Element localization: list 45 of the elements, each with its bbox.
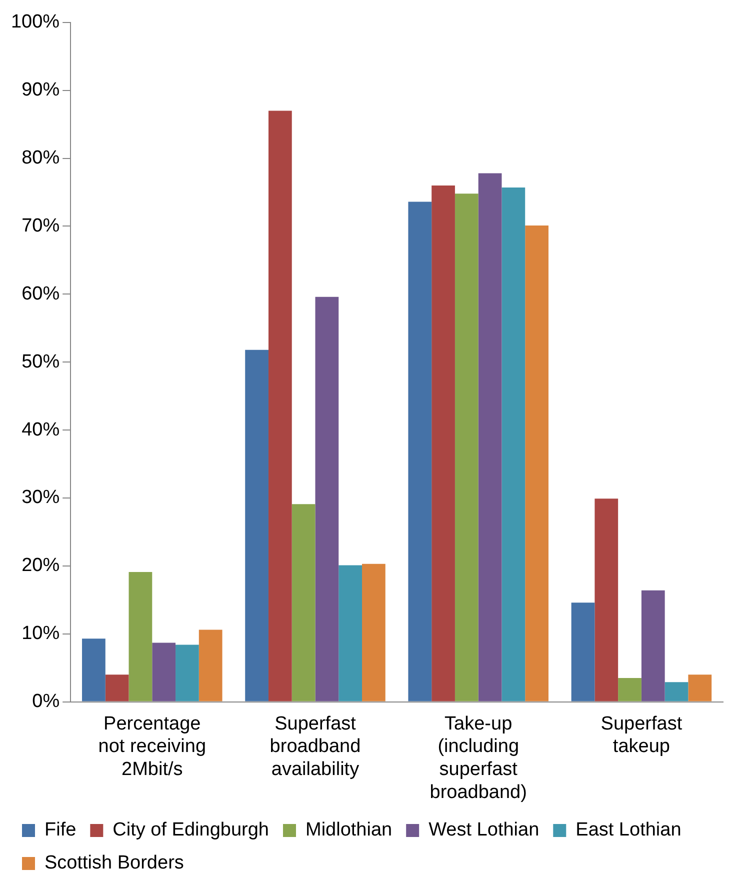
x-tick-label: Percentage not receiving 2Mbit/s: [98, 713, 206, 780]
bar: [408, 202, 432, 702]
bar: [454, 194, 478, 702]
y-tick-label: 30%: [22, 487, 60, 508]
bar: [502, 187, 526, 702]
y-tick-label: 60%: [22, 283, 60, 304]
legend-label: West Lothian: [428, 820, 540, 841]
y-tick-label: 70%: [22, 215, 60, 236]
x-tick-label: Take-up (including superfast broadband): [430, 713, 527, 803]
bar: [105, 674, 129, 702]
bar: [268, 110, 292, 702]
bar: [362, 564, 386, 702]
bar: [152, 642, 176, 702]
bar: [641, 590, 665, 702]
legend-label: Midlothian: [305, 820, 392, 841]
bar: [245, 350, 268, 702]
bar: [315, 296, 339, 702]
bar: [82, 638, 106, 702]
bar: [128, 572, 152, 702]
bar: [571, 602, 595, 702]
legend-label: East Lothian: [576, 820, 682, 841]
y-tick-label: 50%: [22, 351, 60, 372]
bar: [594, 498, 618, 702]
x-tick-label: Superfast takeup: [600, 713, 683, 758]
y-tick-label: 100%: [10, 12, 60, 33]
legend-label: City of Edingburgh: [112, 820, 269, 841]
bar: [176, 644, 199, 702]
legend-label: Scottish Borders: [44, 852, 184, 874]
bar: [292, 504, 316, 702]
bar: [478, 173, 502, 702]
bar: [525, 226, 548, 702]
y-tick-label: 80%: [22, 148, 60, 169]
bar: [664, 682, 688, 702]
y-tick-label: 20%: [22, 555, 60, 576]
bar: [688, 674, 712, 702]
y-tick-label: 40%: [22, 419, 60, 440]
y-tick-label: 90%: [22, 80, 60, 101]
bar: [338, 565, 362, 702]
bar: [432, 185, 455, 702]
legend-label: Fife: [44, 820, 76, 841]
x-tick-label: Superfast broadband availability: [270, 713, 361, 780]
y-tick-label: 0%: [32, 691, 60, 712]
bar: [618, 678, 642, 702]
y-tick-label: 10%: [22, 623, 60, 644]
bar: [198, 630, 222, 702]
